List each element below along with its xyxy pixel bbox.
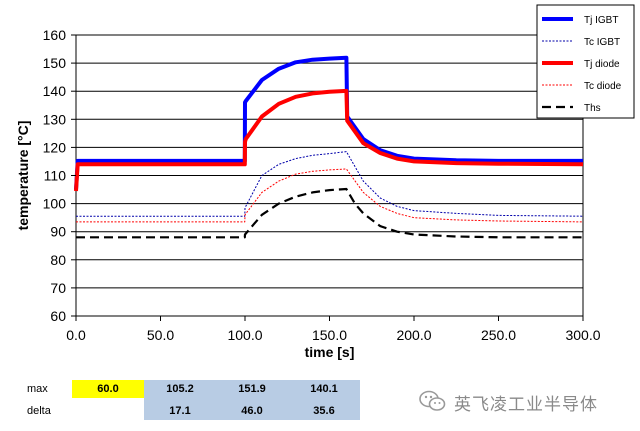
series-line-tj-igbt [74,55,583,190]
y-tick-label: 120 [43,139,67,155]
y-axis-ticks: 60 70 80 90 100 110 120 130 140 150 160 [43,27,76,324]
temperature-chart: 60 70 80 90 100 110 120 130 140 150 160 0.0 50.0 100… [15,4,635,360]
y-tick-label: 150 [43,55,67,71]
stats-delta-value-4: 35.6 [288,402,360,420]
x-axis-title: time [s] [305,344,355,360]
stats-label-delta: delta [27,405,51,417]
legend-label: Tj IGBT [584,15,618,26]
stats-delta-value-2: 17.1 [144,402,216,420]
legend-label: Ths [584,103,601,114]
y-tick-label: 160 [43,27,67,43]
watermark: 英飞凌工业半导体 [418,387,628,415]
stats-row-delta: delta 17.1 46.0 35.6 [0,402,380,420]
x-tick-label: 100.0 [227,327,262,343]
watermark-text: 英飞凌工业半导体 [454,395,598,415]
legend: Tj IGBT Tc IGBT Tj diode Tc diode Ths [536,4,635,119]
x-tick-label: 300.0 [565,327,600,343]
series-line-tc-diode [76,168,584,223]
x-tick-label: 200.0 [396,327,431,343]
grid-lines [76,34,583,317]
stats-max-value-3: 151.9 [216,380,288,398]
series-line-tj-diode [74,88,584,192]
legend-label: Tc diode [584,81,622,92]
y-tick-label: 140 [43,83,67,99]
stats-delta-value-3: 46.0 [216,402,288,420]
y-tick-label: 90 [50,224,66,240]
series-line-ths [76,187,583,239]
x-tick-label: 250.0 [481,327,516,343]
legend-label: Tj diode [584,59,620,70]
series-line-tc-igbt [76,151,584,217]
stats-max-value-4: 140.1 [288,380,360,398]
series-layer [74,55,584,239]
x-axis-ticks: 0.0 50.0 100.0 150.0 200.0 250.0 300.0 [66,316,601,343]
wechat-logo-icon [419,390,446,411]
y-tick-label: 70 [50,280,66,296]
y-tick-label: 130 [43,111,67,127]
stats-label-max: max [27,383,48,395]
y-tick-label: 80 [50,252,66,268]
y-tick-label: 60 [50,308,66,324]
stats-max-value-2: 105.2 [144,380,216,398]
stats-max-value-1: 60.0 [72,380,144,398]
stats-row-max: max 60.0 105.2 151.9 140.1 [0,380,380,398]
x-tick-label: 150.0 [312,327,347,343]
y-tick-label: 110 [44,168,67,184]
legend-label: Tc IGBT [584,37,620,48]
x-tick-label: 50.0 [147,327,174,343]
x-tick-label: 0.0 [66,327,86,343]
y-axis-title: temperature [°C] [15,121,31,231]
y-tick-label: 100 [43,196,67,212]
